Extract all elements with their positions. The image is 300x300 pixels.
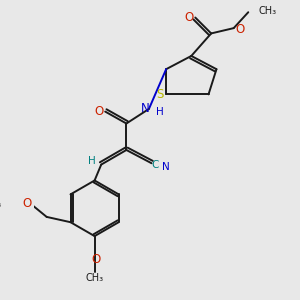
Text: H: H bbox=[156, 106, 164, 117]
Text: O: O bbox=[235, 23, 244, 36]
Text: CH₃: CH₃ bbox=[258, 6, 277, 16]
Text: O: O bbox=[185, 11, 194, 24]
Text: CH₃: CH₃ bbox=[0, 199, 2, 209]
Text: N: N bbox=[162, 162, 170, 172]
Text: CH₃: CH₃ bbox=[85, 273, 104, 283]
Text: H: H bbox=[88, 156, 96, 166]
Text: N: N bbox=[141, 102, 149, 116]
Text: S: S bbox=[157, 88, 164, 101]
Text: C: C bbox=[151, 160, 158, 170]
Text: O: O bbox=[95, 105, 104, 118]
Text: O: O bbox=[23, 197, 32, 210]
Text: O: O bbox=[91, 253, 101, 266]
